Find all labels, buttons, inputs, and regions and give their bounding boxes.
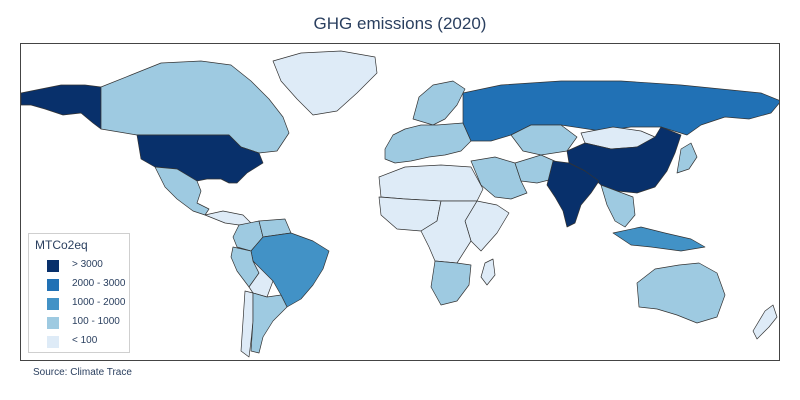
- legend-swatch: [46, 316, 60, 330]
- legend-swatch: [46, 259, 60, 273]
- region-central-america: [204, 210, 254, 226]
- legend-swatch: [46, 335, 60, 349]
- region-mexico: [154, 166, 210, 216]
- region-greenland: [272, 50, 378, 116]
- region-central-africa: [420, 200, 478, 264]
- region-new-zealand: [752, 304, 778, 340]
- region-alaska: [21, 84, 102, 130]
- region-north-africa: [378, 164, 484, 202]
- source-note: Source: Climate Trace: [33, 367, 132, 378]
- legend-label: < 100: [72, 335, 98, 346]
- legend-label: 100 - 1000: [72, 316, 120, 327]
- region-madagascar: [480, 258, 496, 286]
- region-india: [546, 160, 600, 228]
- world-map: [21, 50, 779, 358]
- map-frame: [20, 43, 780, 361]
- legend-swatch: [46, 278, 60, 292]
- legend-label: 1000 - 2000: [72, 297, 126, 308]
- legend-label: 2000 - 3000: [72, 278, 126, 289]
- region-europe-west: [384, 122, 472, 164]
- region-indonesia: [612, 226, 706, 252]
- region-kazakhstan: [510, 124, 578, 156]
- region-russia: [462, 80, 779, 142]
- legend-label: > 3000: [72, 259, 103, 270]
- region-southeast-asia: [600, 184, 636, 228]
- map-title: GHG emissions (2020): [313, 14, 487, 33]
- legend: MTCo2eq > 3000 2000 - 3000 1000 - 2000 1…: [28, 233, 130, 353]
- legend-swatch: [46, 297, 60, 311]
- region-argentina: [250, 292, 288, 354]
- region-australia: [636, 262, 726, 324]
- region-scandinavia: [412, 80, 466, 126]
- region-japan: [676, 142, 698, 174]
- region-middle-east: [470, 156, 528, 200]
- region-southern-africa: [430, 260, 472, 306]
- legend-title: MTCo2eq: [35, 238, 88, 252]
